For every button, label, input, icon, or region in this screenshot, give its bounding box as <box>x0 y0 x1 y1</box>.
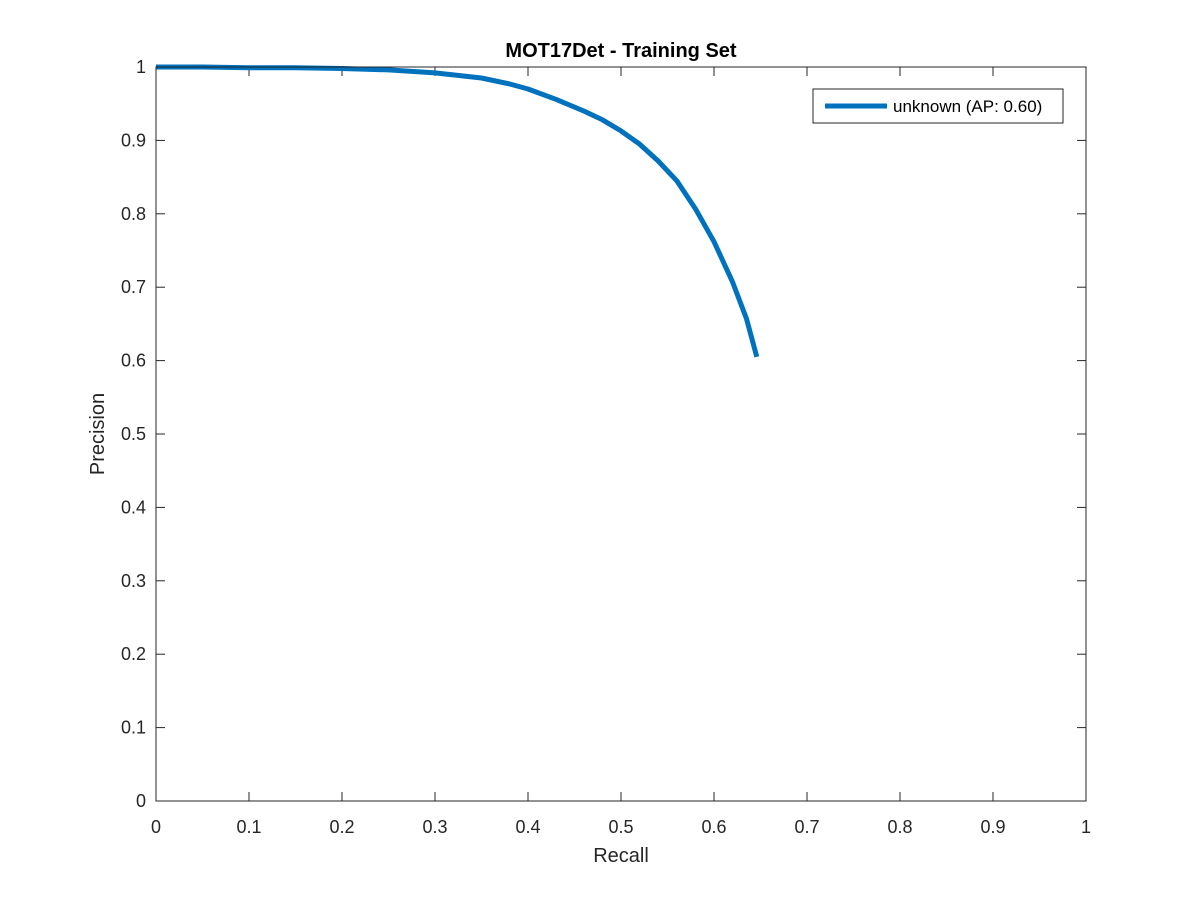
x-tick-label: 0 <box>151 817 161 837</box>
x-tick-label: 0.5 <box>608 817 633 837</box>
y-axis-label: Precision <box>87 393 109 475</box>
y-tick-label: 0.7 <box>121 277 146 297</box>
y-tick-label: 0.6 <box>121 351 146 371</box>
plot-background <box>156 67 1086 801</box>
y-tick-label: 0 <box>136 791 146 811</box>
plot-frame <box>155 66 1087 802</box>
legend-entry-label: unknown (AP: 0.60) <box>893 97 1042 116</box>
x-tick-label: 0.1 <box>236 817 261 837</box>
y-tick-label: 0.1 <box>121 718 146 738</box>
y-tick-label: 0.5 <box>121 424 146 444</box>
x-tick-label: 0.6 <box>701 817 726 837</box>
x-tick-label: 0.2 <box>329 817 354 837</box>
labels-layer: 0 0.1 0.2 0.3 0.4 0.5 0.6 0.7 0.8 0.9 1 0 0.1 0.2 0.3 0… <box>121 57 1091 837</box>
legend: unknown (AP: 0.60) <box>812 88 1064 124</box>
x-tick-label: 0.8 <box>887 817 912 837</box>
y-tick-label: 0.2 <box>121 644 146 664</box>
y-tick-label: 0.8 <box>121 204 146 224</box>
series-line-0 <box>156 64 760 358</box>
x-tick-label: 0.7 <box>794 817 819 837</box>
chart-title: MOT17Det - Training Set <box>505 40 736 62</box>
y-tick-label: 1 <box>136 57 146 77</box>
x-tick-label: 0.4 <box>515 817 540 837</box>
x-axis-label: Recall <box>593 845 649 867</box>
x-tick-label: 0.3 <box>422 817 447 837</box>
series-layer <box>156 64 760 358</box>
x-tick-label: 0.9 <box>980 817 1005 837</box>
y-tick-label: 0.9 <box>121 130 146 150</box>
y-tick-label: 0.4 <box>121 497 146 517</box>
x-tick-label: 1 <box>1081 817 1091 837</box>
y-tick-label: 0.3 <box>121 571 146 591</box>
